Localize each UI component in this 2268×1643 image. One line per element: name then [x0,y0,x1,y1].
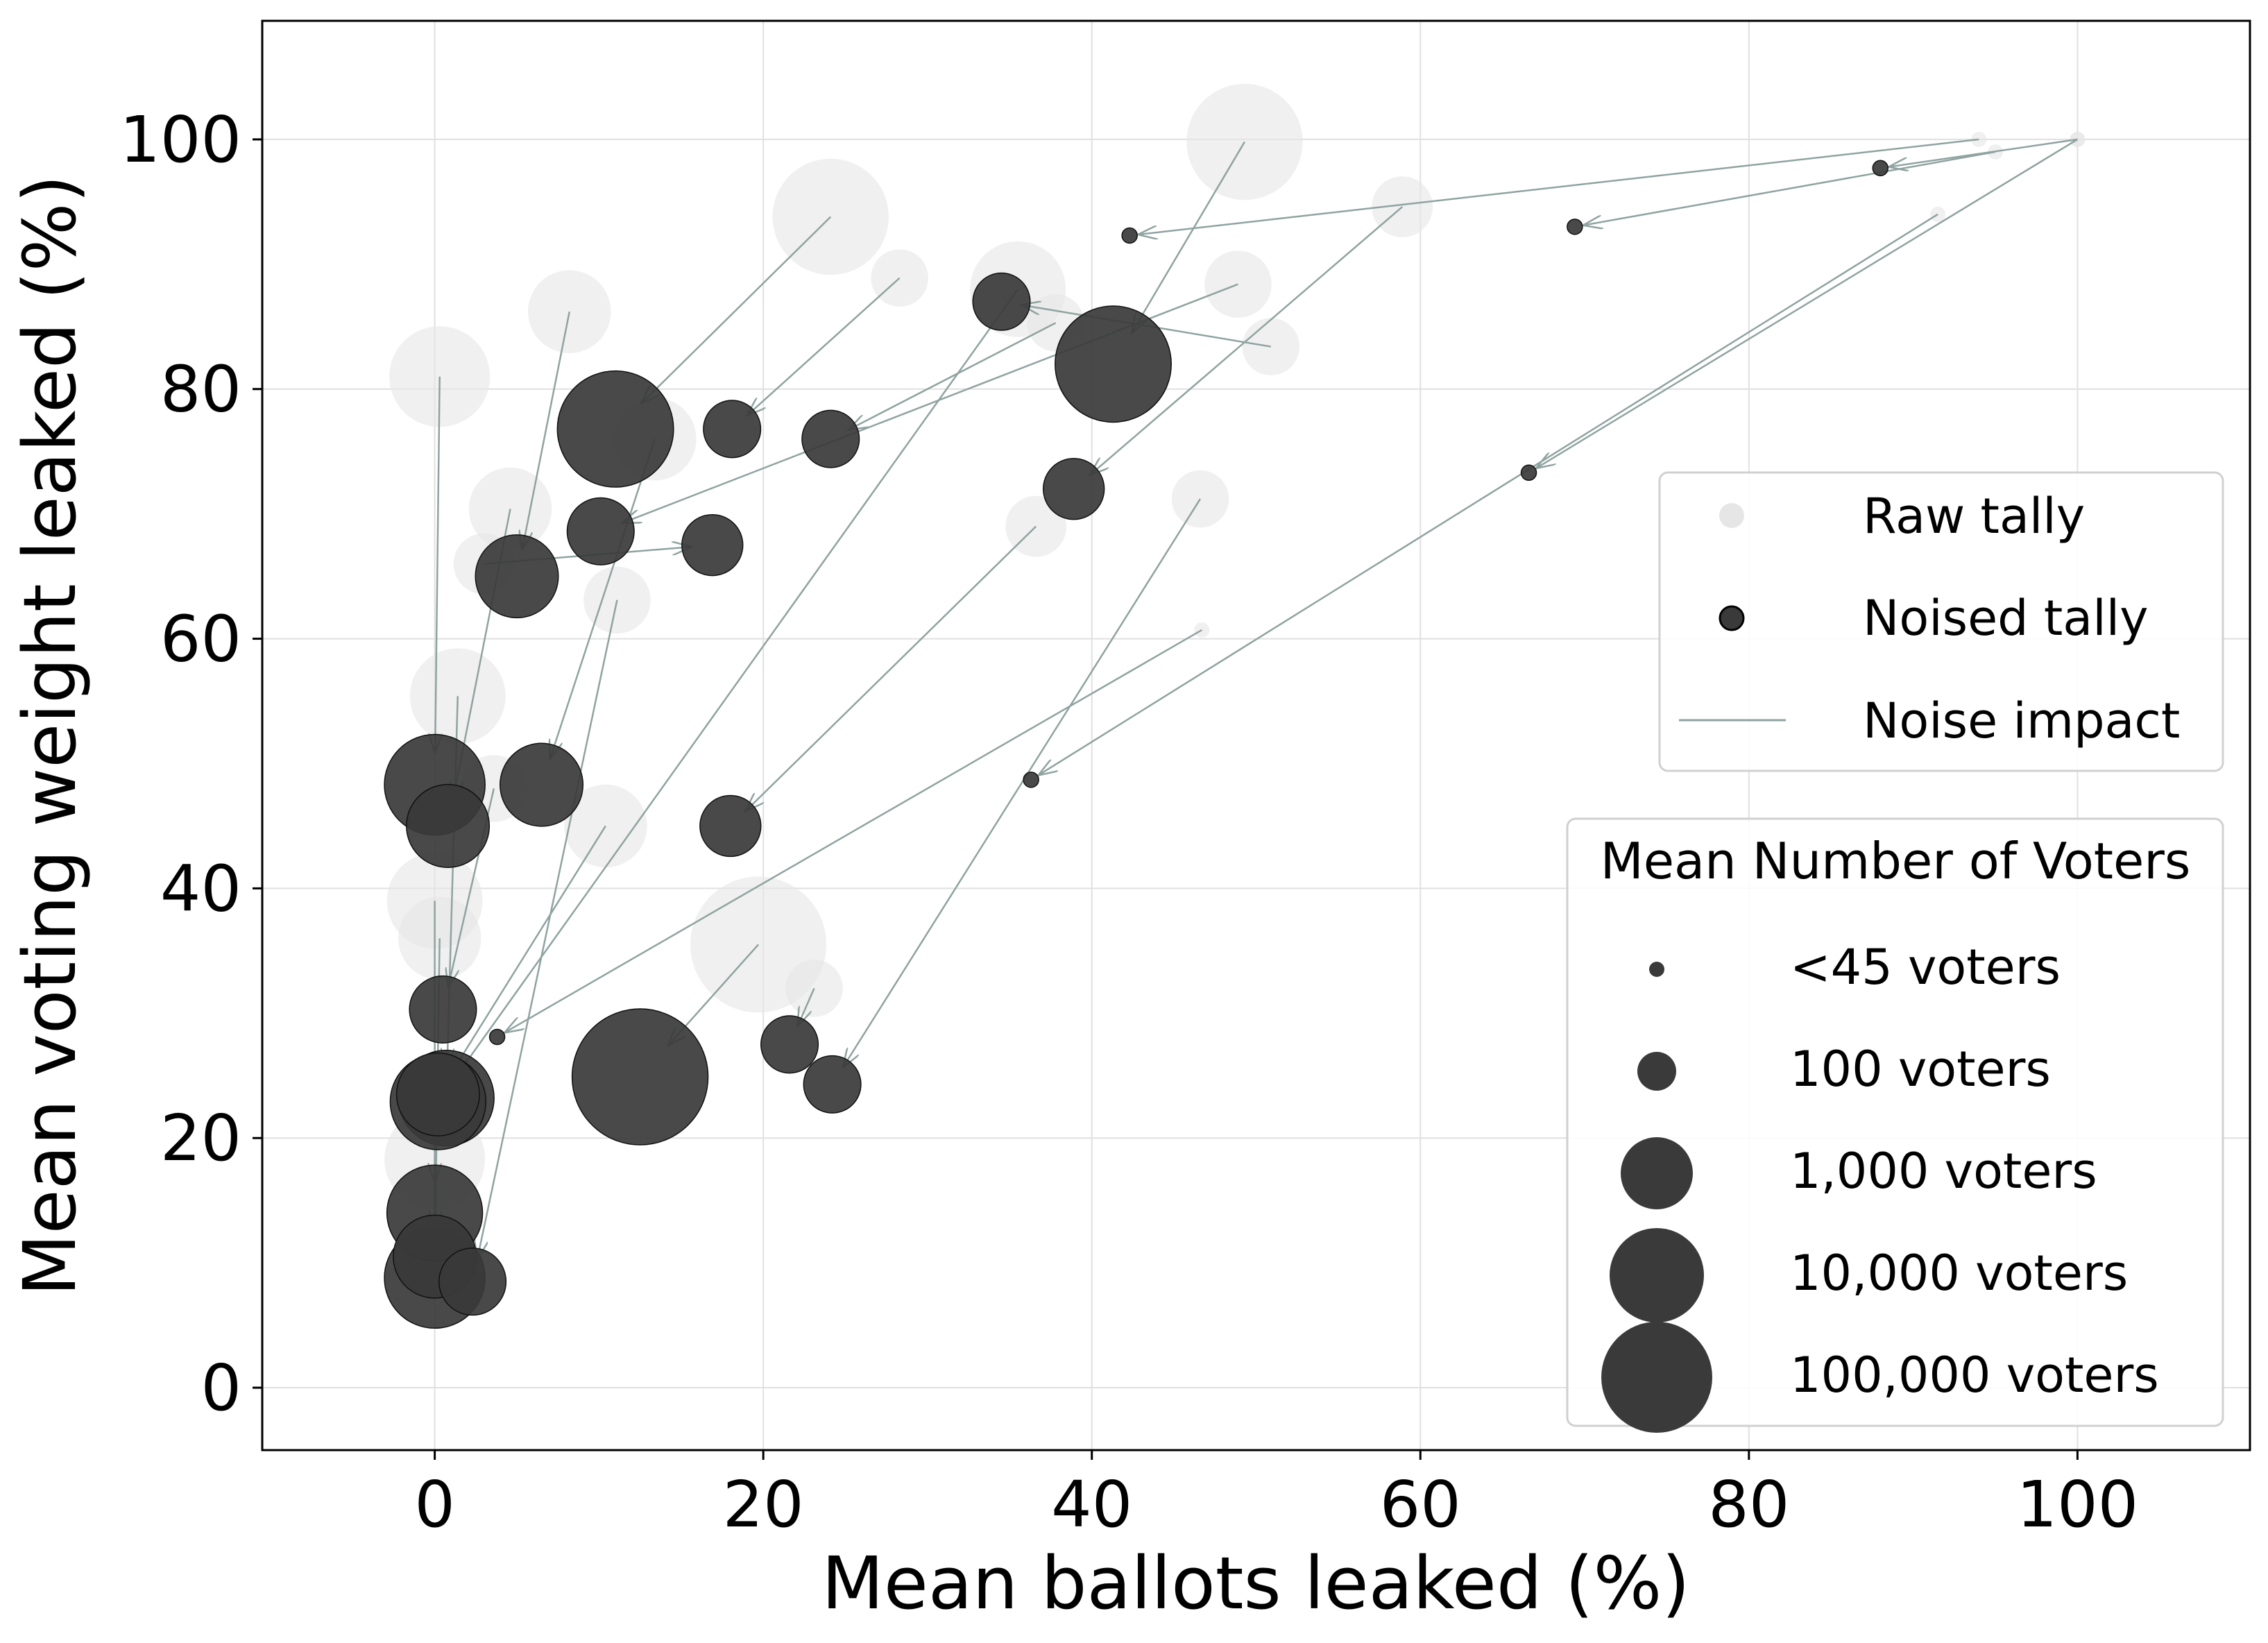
noised-tally-point [395,1052,480,1137]
size-marker-10000 [1610,1228,1704,1322]
noised-tally-point [699,794,762,858]
x-tick-label: 0 [414,1467,455,1542]
noised-tally-point [438,1248,507,1316]
noised-tally-point [566,497,635,565]
y-tick-label: 80 [160,352,241,427]
size-legend-box [1566,817,2224,1427]
noised-tally-point [760,1015,819,1074]
x-tick-label: 20 [723,1467,804,1542]
size-legend-title: Mean Number of Voters [1601,832,2191,890]
noised-tally-point [500,742,584,827]
noised-tally-point [409,975,477,1044]
series-legend: Raw tally Noised tally Noise impact [1658,471,2224,772]
noise-impact-arrow [641,216,832,403]
size-label-100000: 100,000 voters [1790,1347,2159,1404]
noise-impact-arrow [522,311,570,550]
noise-impact-arrow [477,599,618,1259]
raw-tally-point [564,784,647,868]
noised-tally-point [475,534,559,619]
noise-impact-arrow [747,277,901,416]
y-tick-label: 0 [201,1351,241,1425]
noise-impact-arrow [1090,206,1404,475]
x-tick-label: 40 [1051,1467,1132,1542]
x-axis-title: Mean ballots leaked (%) [821,1541,1690,1626]
noise-impact-arrow [1583,151,1996,225]
series-legend-box [1658,471,2224,772]
noised-tally-point [556,370,674,488]
noise-impact-arrow [1888,138,2078,167]
plot-frame [261,19,2251,1452]
raw-tally-point [528,270,611,353]
noise-impact-arrow [452,825,606,1071]
noised-tally-point [681,513,744,577]
noise-impact-arrow [1038,213,1938,776]
noise-impact-arrow [504,629,1202,1032]
x-tick-label: 80 [1708,1467,1789,1542]
noised-tally-point [1121,227,1138,244]
x-tick-label: 60 [1380,1467,1461,1542]
size-label-10000: 10,000 voters [1790,1245,2128,1302]
x-axis-ticks: 0 20 40 60 80 100 [414,1450,2138,1542]
size-marker-100000 [1601,1322,1712,1433]
noised-tally-point [1567,219,1583,235]
legend-raw-marker [1719,503,1744,528]
noised-tally-point [803,1055,862,1114]
size-marker-1000 [1621,1137,1693,1209]
size-label-100: 100 voters [1790,1041,2051,1098]
noised-tally-point [1520,464,1537,482]
legend-line-label: Noise impact [1863,692,2180,749]
y-tick-label: 40 [160,851,241,926]
noise-impact-arrow [1138,138,1979,235]
y-tick-label: 60 [160,602,241,676]
noised-tally-point [1872,160,1889,177]
noised-tally-point [1042,457,1105,520]
noise-impact-arrow [1536,138,2079,468]
noised-tally-point [703,400,762,459]
noised-tally-point [1055,305,1172,423]
legend-raw-label: Raw tally [1863,488,2085,545]
y-axis-ticks: 0 20 40 60 80 100 [119,103,262,1425]
noised-tally-point [972,272,1031,331]
noised-tally-point [1023,772,1039,788]
legend-noised-label: Noised tally [1863,590,2149,647]
y-tick-label: 20 [160,1101,241,1175]
y-tick-label: 100 [119,103,241,177]
noised-tally-points [384,160,1889,1329]
y-axis-title: Mean voting weight leaked (%) [8,175,92,1296]
noise-impact-arrow [745,525,1037,812]
size-legend: Mean Number of Voters <45 voters 100 vot… [1566,817,2224,1433]
legend-noised-marker [1719,605,1745,631]
noise-impact-arrow [849,322,1057,429]
noised-tally-point [801,409,860,468]
noised-tally-point [488,1028,506,1046]
size-marker-100 [1637,1052,1676,1091]
noise-impact-arrow [456,289,1019,1077]
noise-impact-arrow [435,376,440,753]
size-label-1000: 1,000 voters [1790,1143,2097,1200]
raw-tally-point [398,896,481,980]
raw-tally-point [583,566,651,634]
size-label-45: <45 voters [1790,939,2061,996]
noised-tally-point [571,1008,709,1146]
size-marker-45 [1649,962,1664,977]
noise-impact-arrow [843,498,1202,1067]
noised-tally-point [406,783,491,868]
noise-impact-arrow [1132,141,1246,333]
noise-impact-arrow [550,439,656,759]
x-tick-label: 100 [2017,1467,2139,1542]
